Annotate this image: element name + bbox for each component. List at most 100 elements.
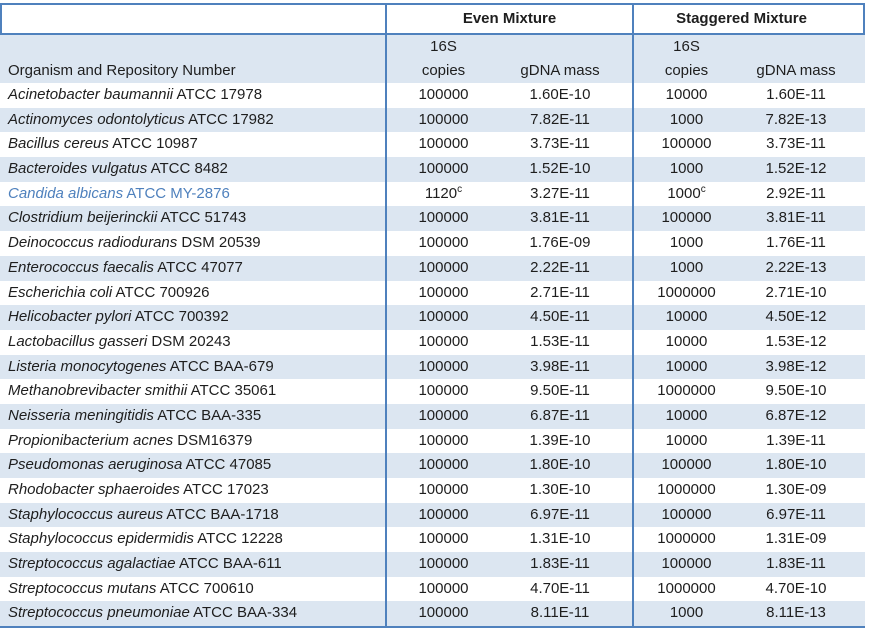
organism-cell: Staphylococcus aureus ATCC BAA-1718 bbox=[0, 502, 385, 528]
even-16s-copies-value: 100000 bbox=[418, 86, 469, 103]
staggered-gdna-mass-value: 1.83E-11 bbox=[766, 555, 826, 573]
repository-number: ATCC MY-2876 bbox=[123, 184, 230, 202]
table-row: Pseudomonas aeruginosa ATCC 47085 100000… bbox=[0, 453, 865, 478]
staggered-gdna-spacer-line bbox=[745, 35, 865, 59]
even-gdna-mass-value: 1.30E-10 bbox=[529, 481, 591, 498]
even-16s-copies-cell: 100000 bbox=[385, 502, 510, 528]
staggered-gdna-mass-value: 1.31E-09 bbox=[765, 530, 827, 548]
even-16s-copies-cell: 100000 bbox=[385, 601, 510, 627]
staggered-16s-copies-cell: 1000 bbox=[632, 601, 745, 627]
even-16s-copies-value: 100000 bbox=[418, 406, 469, 424]
even-16s-copies-cell: 100000 bbox=[385, 280, 510, 306]
staggered-gdna-mass-cell: 3.98E-12 bbox=[745, 354, 865, 380]
even-gdna-label: gDNA mass bbox=[520, 62, 600, 79]
table-row: Enterococcus faecalis ATCC 47077 100000 … bbox=[0, 255, 865, 281]
staggered-16s-copies-value: 1000000 bbox=[657, 530, 716, 548]
even-16s-copies-value: 100000 bbox=[418, 357, 469, 375]
even-gdna-mass-cell: 9.50E-11 bbox=[510, 379, 632, 404]
staggered-16s-copies-cell: 10000 bbox=[632, 354, 745, 380]
column-header-row: Organism and Repository Number 16S copie… bbox=[0, 35, 865, 83]
organism-cell: Staphylococcus epidermidis ATCC 12228 bbox=[0, 527, 385, 553]
group-header-spacer bbox=[0, 5, 385, 33]
repository-number: ATCC 8482 bbox=[147, 160, 228, 178]
staggered-gdna-mass-cell: 1.31E-09 bbox=[745, 527, 865, 553]
staggered-16s-copies-cell: 1000 bbox=[632, 107, 745, 133]
even-gdna-mass-value: 2.71E-11 bbox=[530, 283, 590, 301]
organism-name: Lactobacillus gasseri bbox=[8, 332, 148, 350]
staggered-gdna-mass-cell: 1.60E-11 bbox=[745, 83, 865, 108]
staggered-16s-copies-value: 100000 bbox=[661, 135, 712, 153]
staggered-gdna-mass-cell: 1.80E-10 bbox=[745, 453, 865, 478]
staggered-gdna-mass-cell: 3.81E-11 bbox=[745, 206, 865, 232]
staggered-gdna-mass-value: 9.50E-10 bbox=[765, 382, 827, 400]
even-gdna-mass-cell: 3.81E-11 bbox=[510, 206, 632, 232]
even-16s-copies-cell: 100000 bbox=[385, 478, 510, 503]
staggered-16s-copies-cell: 1000000 bbox=[632, 576, 745, 602]
organism-name: Neisseria meningitidis bbox=[8, 406, 154, 424]
even-16s-copies-value: 100000 bbox=[418, 530, 469, 548]
even-gdna-mass-cell: 3.98E-11 bbox=[510, 354, 632, 380]
even-16s-copies-value: 100000 bbox=[418, 555, 469, 573]
organism-name: Acinetobacter baumannii bbox=[8, 86, 174, 103]
even-gdna-mass-value: 1.53E-11 bbox=[530, 332, 590, 350]
even-gdna-mass-cell: 4.50E-11 bbox=[510, 305, 632, 330]
organism-header-label: Organism and Repository Number bbox=[8, 62, 236, 79]
organism-cell: Deinococcus radiodurans DSM 20539 bbox=[0, 231, 385, 256]
staggered-16s-copies-cell: 1000000 bbox=[632, 379, 745, 404]
staggered-gdna-mass-value: 3.98E-12 bbox=[765, 357, 827, 375]
staggered-16s-copies-value: 1000 bbox=[669, 110, 704, 128]
organism-cell: Actinomyces odontolyticus ATCC 17982 bbox=[0, 107, 385, 133]
staggered-16s-copies-cell: 1000 bbox=[632, 231, 745, 256]
organism-name: Streptococcus agalactiae bbox=[8, 555, 176, 573]
staggered-16s-copies-value: 10000 bbox=[665, 357, 708, 375]
even-16s-copies-value: 100000 bbox=[418, 110, 469, 128]
even-16s-copies-value: 100000 bbox=[418, 604, 469, 622]
even-gdna-mass-value: 1.80E-10 bbox=[529, 456, 591, 474]
staggered-16s-copies-cell: 100000 bbox=[632, 552, 745, 577]
even-16s-copies-value: 100000 bbox=[418, 505, 469, 523]
staggered-gdna-mass-value: 1.60E-11 bbox=[766, 86, 826, 103]
table-row: Bacillus cereus ATCC 10987 100000 3.73E-… bbox=[0, 132, 865, 158]
staggered-gdna-mass-cell: 1.52E-12 bbox=[745, 157, 865, 182]
table-row: Streptococcus mutans ATCC 700610 100000 … bbox=[0, 576, 865, 602]
staggered-16s-copies-value: 10000 bbox=[665, 332, 708, 350]
organism-name: Bacteroides vulgatus bbox=[8, 160, 148, 178]
even-16s-copies-value: 100000 bbox=[418, 135, 469, 153]
organism-column-header: Organism and Repository Number bbox=[0, 35, 385, 83]
organism-name: Candida albicans bbox=[8, 184, 124, 202]
staggered-16s-copies-value: 1000 bbox=[669, 234, 704, 252]
organism-name: Escherichia coli bbox=[8, 283, 113, 301]
organism-name: Rhodobacter sphaeroides bbox=[8, 481, 180, 498]
staggered-gdna-mass-value: 3.81E-11 bbox=[766, 209, 826, 227]
table-row: Escherichia coli ATCC 700926 100000 2.71… bbox=[0, 280, 865, 306]
table-row: Streptococcus agalactiae ATCC BAA-611 10… bbox=[0, 552, 865, 577]
footnote-marker: c bbox=[457, 183, 463, 195]
organism-name: Bacillus cereus bbox=[8, 135, 109, 153]
repository-number: ATCC BAA-679 bbox=[166, 357, 274, 375]
even-16s-copies-value: 100000 bbox=[418, 258, 469, 276]
even-16s-copies-value: 100000 bbox=[418, 160, 469, 178]
staggered-16s-copies-cell: 100000 bbox=[632, 453, 745, 478]
staggered-16s-copies-cell: 10000 bbox=[632, 83, 745, 108]
repository-number: DSM 20539 bbox=[177, 234, 261, 252]
staggered-16s-copies-cell: 10000 bbox=[632, 428, 745, 454]
staggered-16s-copies-cell: 1000000 bbox=[632, 280, 745, 306]
staggered-16s-copies-cell: 1000000 bbox=[632, 527, 745, 553]
organism-cell: Streptococcus mutans ATCC 700610 bbox=[0, 576, 385, 602]
staggered-16s-copies-cell: 10000 bbox=[632, 403, 745, 429]
staggered-16s-copies-value: 100000 bbox=[661, 505, 712, 523]
staggered-16s-label: 16S bbox=[673, 38, 700, 55]
staggered-16s-copies-value: 1000 bbox=[669, 258, 704, 276]
staggered-16s-copies-value: 1000000 bbox=[657, 283, 716, 301]
staggered-mixture-header: Staggered Mixture bbox=[632, 5, 865, 33]
table-row: Candida albicans ATCC MY-2876 1120c 3.27… bbox=[0, 181, 865, 207]
table-row: Streptococcus pneumoniae ATCC BAA-334 10… bbox=[0, 601, 865, 627]
staggered-gdna-mass-cell: 2.71E-10 bbox=[745, 280, 865, 306]
table-row: Bacteroides vulgatus ATCC 8482 100000 1.… bbox=[0, 157, 865, 182]
even-16s-copies-cell: 100000 bbox=[385, 403, 510, 429]
staggered-gdna-mass-value: 1.52E-12 bbox=[765, 160, 827, 178]
even-gdna-mass-value: 4.50E-11 bbox=[530, 308, 590, 326]
even-gdna-mass-cell: 2.71E-11 bbox=[510, 280, 632, 306]
table-row: Propionibacterium acnes DSM16379 100000 … bbox=[0, 428, 865, 454]
even-16s-label: 16S bbox=[430, 38, 457, 55]
